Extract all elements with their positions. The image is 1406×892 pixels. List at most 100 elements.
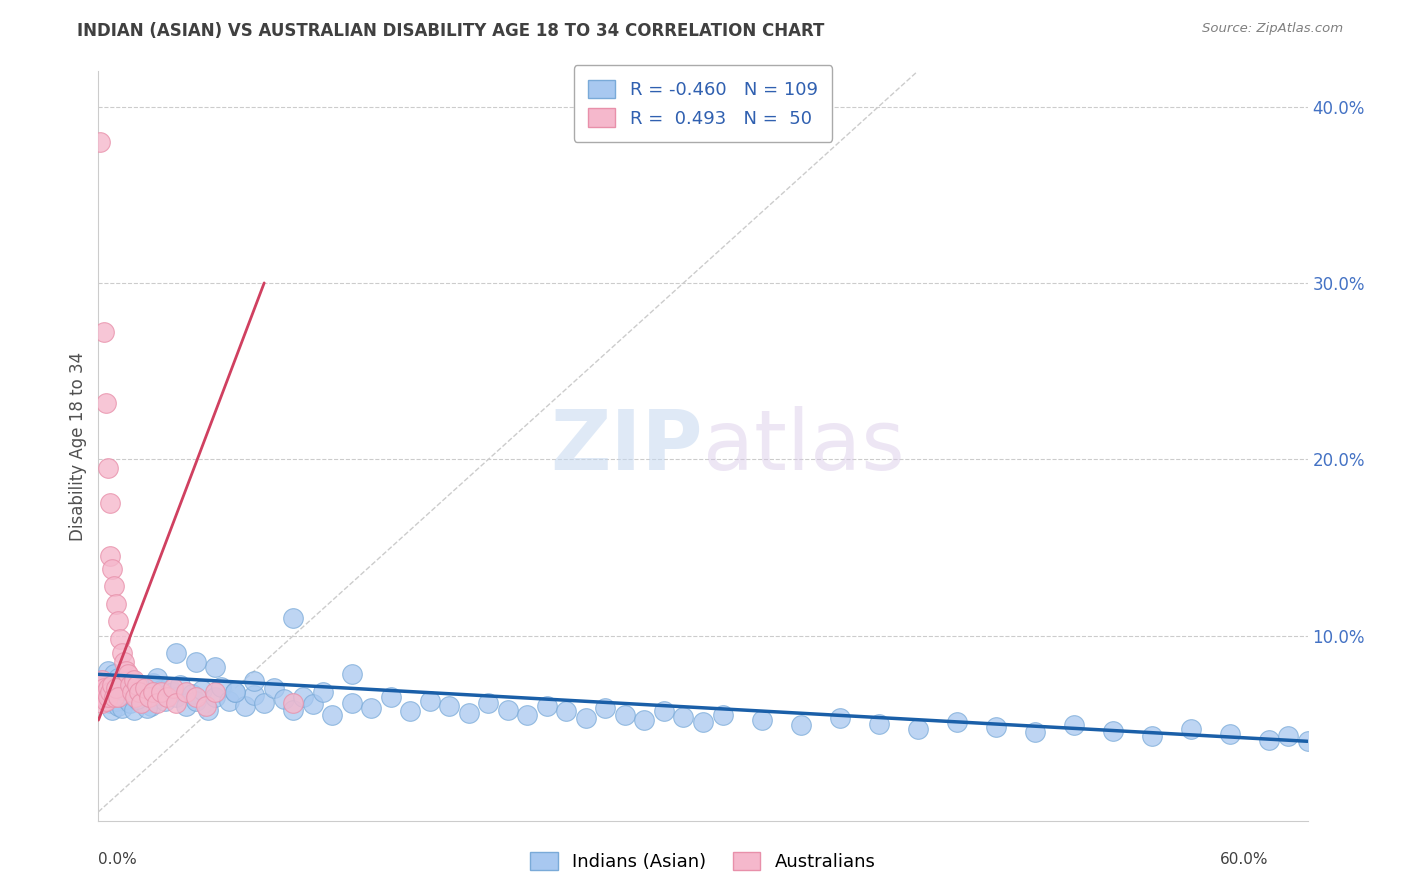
Point bbox=[1140, 729, 1163, 743]
Point bbox=[131, 687, 153, 701]
Point bbox=[96, 694, 118, 708]
Point bbox=[439, 699, 461, 714]
Point bbox=[162, 685, 184, 699]
Point bbox=[243, 689, 266, 703]
Point bbox=[131, 696, 153, 710]
Point bbox=[614, 707, 637, 722]
Point bbox=[101, 678, 124, 692]
Point bbox=[89, 678, 111, 692]
Point bbox=[142, 685, 165, 699]
Point bbox=[104, 597, 127, 611]
Text: ZIP: ZIP bbox=[551, 406, 703, 486]
Text: Source: ZipAtlas.com: Source: ZipAtlas.com bbox=[1202, 22, 1343, 36]
Point bbox=[945, 714, 967, 729]
Point bbox=[96, 396, 118, 410]
Point bbox=[97, 690, 120, 705]
Point bbox=[711, 707, 734, 722]
Point bbox=[124, 690, 146, 705]
Point bbox=[107, 671, 129, 685]
Point bbox=[283, 611, 305, 625]
Point bbox=[233, 699, 256, 714]
Point bbox=[97, 664, 120, 678]
Point bbox=[536, 699, 558, 714]
Point bbox=[399, 704, 422, 718]
Point bbox=[93, 326, 115, 340]
Point bbox=[98, 696, 121, 710]
Point bbox=[380, 690, 402, 705]
Point bbox=[165, 696, 187, 710]
Point bbox=[174, 699, 197, 714]
Text: 60.0%: 60.0% bbox=[1220, 853, 1268, 867]
Point bbox=[98, 681, 121, 696]
Point bbox=[283, 696, 305, 710]
Point bbox=[117, 681, 139, 696]
Point bbox=[312, 685, 335, 699]
Point bbox=[97, 681, 120, 696]
Point bbox=[165, 690, 187, 705]
Point bbox=[117, 667, 139, 681]
Point bbox=[652, 704, 675, 718]
Point bbox=[633, 713, 655, 727]
Text: 0.0%: 0.0% bbox=[98, 853, 138, 867]
Point bbox=[114, 692, 136, 706]
Point bbox=[91, 685, 114, 699]
Point bbox=[209, 680, 232, 694]
Point bbox=[149, 685, 172, 699]
Point bbox=[165, 646, 187, 660]
Point bbox=[111, 685, 134, 699]
Point bbox=[142, 676, 165, 690]
Point bbox=[1277, 729, 1299, 743]
Point bbox=[107, 615, 129, 629]
Point bbox=[1257, 732, 1279, 747]
Point bbox=[273, 692, 295, 706]
Y-axis label: Disability Age 18 to 34: Disability Age 18 to 34 bbox=[69, 351, 87, 541]
Point bbox=[169, 678, 191, 692]
Point bbox=[93, 685, 115, 699]
Point bbox=[93, 681, 115, 696]
Point bbox=[555, 704, 578, 718]
Point bbox=[243, 674, 266, 689]
Point bbox=[91, 673, 114, 687]
Point bbox=[184, 694, 207, 708]
Point bbox=[111, 683, 134, 698]
Point bbox=[692, 714, 714, 729]
Point bbox=[128, 685, 150, 699]
Point bbox=[751, 713, 773, 727]
Point bbox=[127, 692, 149, 706]
Point bbox=[458, 706, 481, 720]
Point bbox=[1024, 725, 1046, 739]
Point bbox=[162, 681, 184, 696]
Point bbox=[789, 718, 811, 732]
Point bbox=[107, 683, 129, 698]
Point bbox=[984, 720, 1007, 734]
Point bbox=[184, 655, 207, 669]
Point bbox=[283, 702, 305, 716]
Point bbox=[128, 694, 150, 708]
Point bbox=[103, 690, 125, 705]
Point bbox=[91, 673, 114, 687]
Point bbox=[292, 690, 315, 705]
Point bbox=[104, 694, 127, 708]
Point bbox=[828, 711, 851, 725]
Point bbox=[93, 690, 115, 705]
Point bbox=[127, 678, 149, 692]
Point bbox=[191, 683, 214, 698]
Point bbox=[1219, 727, 1241, 741]
Point bbox=[157, 680, 180, 694]
Point bbox=[184, 690, 207, 705]
Point bbox=[340, 696, 363, 710]
Point bbox=[112, 655, 135, 669]
Point bbox=[101, 676, 124, 690]
Point bbox=[136, 690, 159, 705]
Point bbox=[124, 685, 146, 699]
Point bbox=[98, 549, 121, 564]
Point bbox=[91, 696, 114, 710]
Point bbox=[117, 680, 139, 694]
Point bbox=[107, 699, 129, 714]
Point bbox=[108, 676, 131, 690]
Point bbox=[101, 702, 124, 716]
Point bbox=[104, 680, 127, 694]
Point bbox=[98, 685, 121, 699]
Point bbox=[868, 716, 890, 731]
Point bbox=[122, 702, 145, 716]
